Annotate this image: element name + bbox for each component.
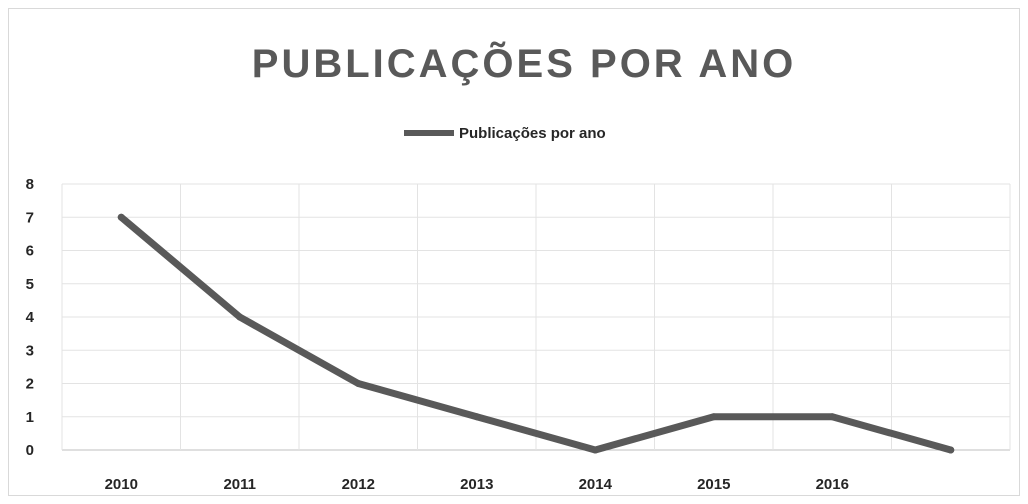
y-axis-ticks: 0 1 2 3 4 5 6 7 8 — [26, 176, 35, 459]
y-tick-label: 7 — [26, 209, 34, 226]
y-tick-label: 2 — [26, 376, 34, 393]
y-tick-label: 0 — [26, 442, 34, 459]
data-point — [828, 413, 836, 421]
series-line — [117, 213, 955, 454]
x-tick-label: 2012 — [342, 476, 375, 493]
x-tick-label: 2016 — [816, 476, 849, 493]
data-point — [473, 413, 481, 421]
x-axis-ticks: 2010 2011 2012 2013 2014 2015 2016 — [105, 476, 849, 493]
x-tick-label: 2011 — [223, 476, 256, 493]
data-point — [710, 413, 718, 421]
legend-label: Publicações por ano — [459, 125, 606, 142]
y-tick-label: 3 — [26, 342, 34, 359]
series-group — [117, 213, 955, 454]
chart-frame — [8, 8, 1020, 496]
y-tick-label: 5 — [26, 276, 34, 293]
data-point — [354, 380, 362, 387]
x-tick-label: 2014 — [579, 476, 613, 493]
chart-title: PUBLICAÇÕES POR ANO — [252, 40, 796, 86]
gridlines — [61, 183, 1011, 451]
y-tick-label: 6 — [26, 243, 34, 260]
data-point — [236, 313, 244, 321]
legend: Publicações por ano — [404, 125, 606, 142]
y-tick-label: 4 — [26, 309, 35, 326]
y-tick-label: 1 — [26, 409, 34, 426]
x-tick-label: 2015 — [697, 476, 730, 493]
y-tick-label: 8 — [26, 176, 34, 193]
x-tick-label: 2010 — [105, 476, 138, 493]
x-tick-label: 2013 — [460, 476, 493, 493]
data-point — [947, 446, 955, 454]
data-point — [591, 446, 599, 454]
data-point — [117, 213, 125, 221]
